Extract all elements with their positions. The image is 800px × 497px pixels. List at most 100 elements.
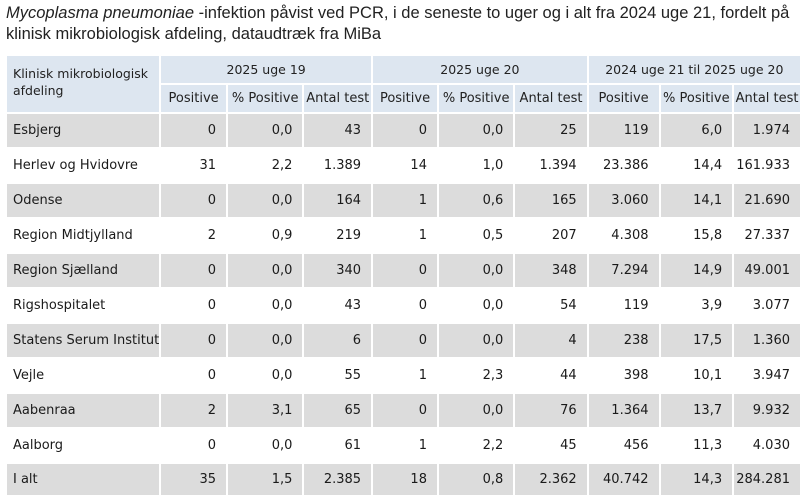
table-cell: 0,0 xyxy=(438,289,514,322)
table-cell: 1 xyxy=(373,429,437,462)
table-cell: 10,1 xyxy=(660,359,733,392)
table-cell: 0 xyxy=(373,289,437,322)
data-table: Klinisk mikrobiologisk afdeling 2025 uge… xyxy=(5,54,800,497)
subheader-percent-positive: % Positive xyxy=(660,85,733,112)
table-cell: 6 xyxy=(304,324,372,357)
table-cell: 0 xyxy=(373,254,437,287)
table-cell: 164 xyxy=(304,184,372,217)
table-cell: 55 xyxy=(304,359,372,392)
table-cell: 165 xyxy=(515,184,587,217)
table-title: Mycoplasma pneumoniae -infektion påvist … xyxy=(6,3,798,45)
table-cell: 14,1 xyxy=(660,184,733,217)
department-name: Aalborg xyxy=(7,429,160,462)
table-cell: 0,0 xyxy=(228,114,303,147)
table-cell: 0,0 xyxy=(228,359,303,392)
table-cell: 3.947 xyxy=(734,359,800,392)
table-cell: 13,7 xyxy=(660,394,733,427)
table-cell: 6,0 xyxy=(660,114,733,147)
table-cell: 31 xyxy=(161,149,227,182)
table-cell: 4.030 xyxy=(734,429,800,462)
table-cell: 4 xyxy=(515,324,587,357)
table-cell: 2,2 xyxy=(228,149,303,182)
table-row: Rigshospitalet 0 0,0 43 0 0,0 54 119 3,9 3.077 xyxy=(7,289,800,322)
table-cell: 1 xyxy=(373,184,437,217)
subheader-positive: Positive xyxy=(161,85,227,112)
table-body: Esbjerg 0 0,0 43 0 0,0 25 119 6,0 1.974 Herlev og … xyxy=(7,114,800,495)
title-species: Mycoplasma pneumoniae xyxy=(6,4,195,22)
table-row: Odense 0 0,0 164 1 0,6 165 3.060 14,1 21.690 xyxy=(7,184,800,217)
table-cell: 1.394 xyxy=(515,149,587,182)
department-name: Vejle xyxy=(7,359,160,392)
table-cell: 15,8 xyxy=(660,219,733,252)
table-cell: 54 xyxy=(515,289,587,322)
department-name: Statens Serum Institut xyxy=(7,324,160,357)
table-cell: 0,9 xyxy=(228,219,303,252)
table-cell: 0 xyxy=(373,324,437,357)
table-cell: 17,5 xyxy=(660,324,733,357)
table-row-total: I alt 35 1,5 2.385 18 0,8 2.362 40.742 14,3 284.2… xyxy=(7,464,800,495)
table-cell: 1.364 xyxy=(588,394,659,427)
table-cell: 27.337 xyxy=(734,219,800,252)
table-cell: 0 xyxy=(161,289,227,322)
table-cell: 65 xyxy=(304,394,372,427)
table-cell: 2,2 xyxy=(438,429,514,462)
department-name: Aabenraa xyxy=(7,394,160,427)
table-cell: 2 xyxy=(161,394,227,427)
table-row: Esbjerg 0 0,0 43 0 0,0 25 119 6,0 1.974 xyxy=(7,114,800,147)
table-cell: 398 xyxy=(588,359,659,392)
table-cell: 0,6 xyxy=(438,184,514,217)
table-cell: 340 xyxy=(304,254,372,287)
table-cell: 9.932 xyxy=(734,394,800,427)
table-cell: 0 xyxy=(161,429,227,462)
table-cell: 21.690 xyxy=(734,184,800,217)
table-cell: 0 xyxy=(161,254,227,287)
subheader-test-count: Antal test xyxy=(304,85,372,112)
table-row: Region Midtjylland 2 0,9 219 1 0,5 207 4.308 15,… xyxy=(7,219,800,252)
table-cell: 14,9 xyxy=(660,254,733,287)
table-row: Aalborg 0 0,0 61 1 2,2 45 456 11,3 4.030 xyxy=(7,429,800,462)
table-row: Aabenraa 2 3,1 65 0 0,0 76 1.364 13,7 9.932 xyxy=(7,394,800,427)
table-cell: 3,1 xyxy=(228,394,303,427)
table-cell: 1 xyxy=(373,359,437,392)
table-cell: 2.362 xyxy=(515,464,587,495)
table-cell: 0,8 xyxy=(438,464,514,495)
table-container: Klinisk mikrobiologisk afdeling 2025 uge… xyxy=(7,56,800,495)
table-cell: 4.308 xyxy=(588,219,659,252)
table-cell: 43 xyxy=(304,289,372,322)
table-cell: 0,0 xyxy=(228,324,303,357)
table-cell: 0,0 xyxy=(438,394,514,427)
table-cell: 0 xyxy=(161,324,227,357)
table-cell: 14 xyxy=(373,149,437,182)
table-cell: 0 xyxy=(373,114,437,147)
department-name: Rigshospitalet xyxy=(7,289,160,322)
group-header-week20: 2025 uge 20 xyxy=(373,56,587,83)
table-cell: 3,9 xyxy=(660,289,733,322)
table-cell: 3.077 xyxy=(734,289,800,322)
department-name: Esbjerg xyxy=(7,114,160,147)
table-cell: 0 xyxy=(161,114,227,147)
table-cell: 0,5 xyxy=(438,219,514,252)
table-cell: 14,3 xyxy=(660,464,733,495)
table-cell: 0 xyxy=(161,359,227,392)
table-cell: 3.060 xyxy=(588,184,659,217)
table-cell: 44 xyxy=(515,359,587,392)
table-cell: 0,0 xyxy=(438,254,514,287)
table-cell: 219 xyxy=(304,219,372,252)
table-cell: 0,0 xyxy=(438,324,514,357)
table-cell: 45 xyxy=(515,429,587,462)
table-cell: 23.386 xyxy=(588,149,659,182)
table-cell: 348 xyxy=(515,254,587,287)
table-cell: 40.742 xyxy=(588,464,659,495)
table-cell: 1.389 xyxy=(304,149,372,182)
table-cell: 0,0 xyxy=(228,289,303,322)
table-cell: 49.001 xyxy=(734,254,800,287)
subheader-test-count: Antal test xyxy=(734,85,800,112)
table-cell: 61 xyxy=(304,429,372,462)
table-cell: 2 xyxy=(161,219,227,252)
table-cell: 119 xyxy=(588,289,659,322)
table-cell: 1.974 xyxy=(734,114,800,147)
subheader-positive: Positive xyxy=(373,85,437,112)
table-cell: 14,4 xyxy=(660,149,733,182)
table-cell: 0,0 xyxy=(228,429,303,462)
subheader-percent-positive: % Positive xyxy=(438,85,514,112)
